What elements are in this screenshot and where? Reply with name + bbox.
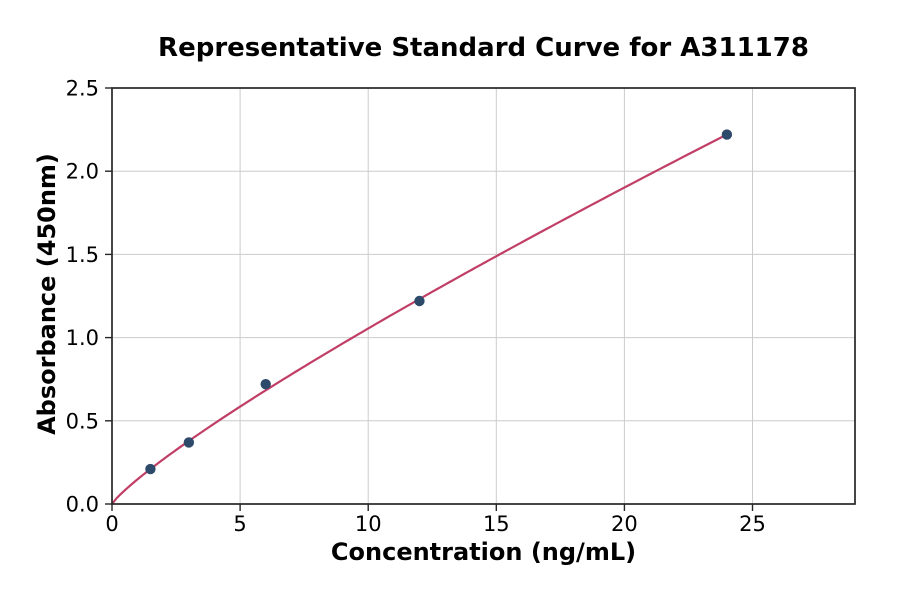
x-axis-label: Concentration (ng/mL): [330, 538, 637, 566]
data-point: [414, 295, 425, 307]
data-point: [145, 463, 156, 475]
x-tick-label: 20: [611, 512, 638, 536]
y-tick-label: 2.0: [66, 160, 99, 184]
x-tick-label: 0: [105, 512, 118, 536]
y-axis-label: Absorbance (450nm): [33, 153, 61, 435]
chart-title: Representative Standard Curve for A31117…: [158, 33, 809, 63]
y-tick-label: 0.5: [66, 409, 99, 433]
data-point: [721, 129, 733, 140]
y-tick-label: 1.5: [66, 243, 99, 267]
y-tick-label: 2.5: [66, 77, 99, 101]
fit-curve: [110, 133, 728, 506]
x-tick-label: 5: [233, 512, 246, 536]
data-point: [260, 378, 271, 390]
x-tick-label: 10: [355, 512, 382, 536]
x-tick-label: 15: [483, 512, 510, 536]
plot-border: [111, 87, 856, 505]
y-tick-label: 0.0: [66, 493, 99, 517]
y-tick-label: 1.0: [66, 326, 99, 350]
data-point: [183, 437, 195, 448]
x-tick-label: 25: [739, 512, 766, 536]
